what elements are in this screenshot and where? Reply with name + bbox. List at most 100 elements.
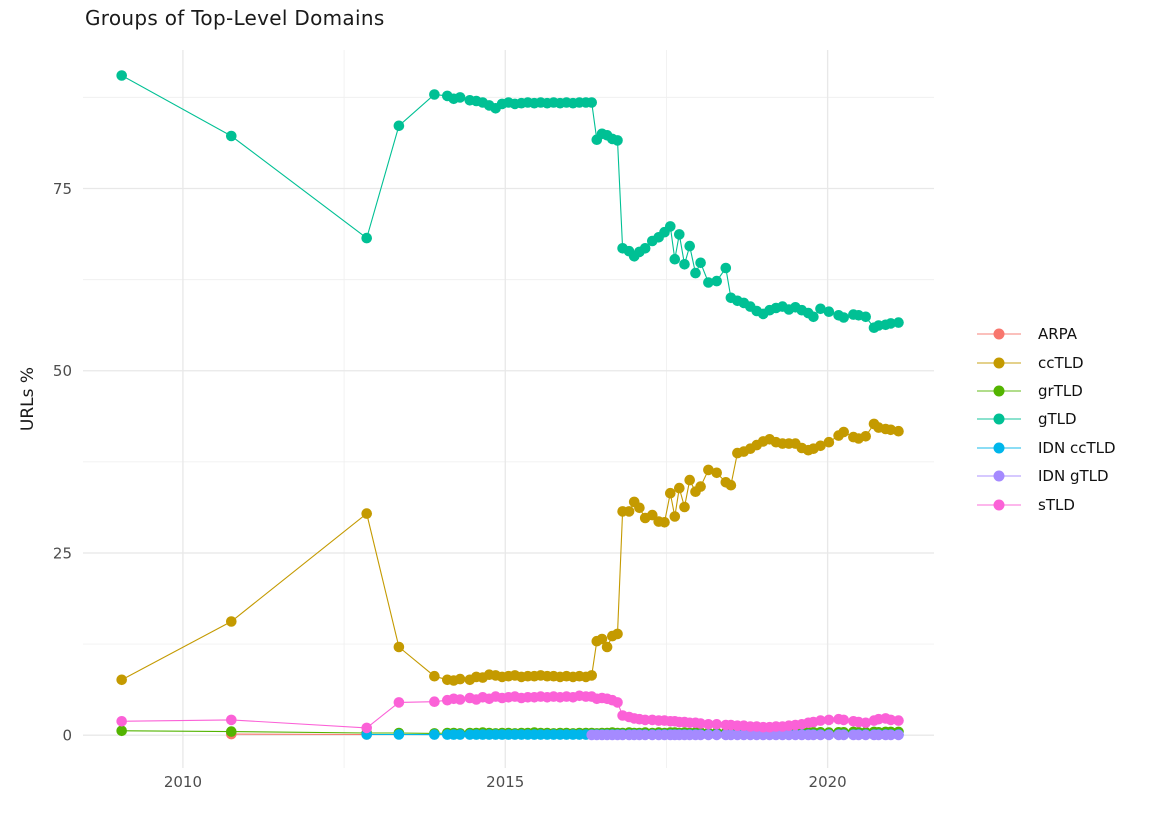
data-point-idn-cctld [429, 729, 440, 740]
legend-key-icon [977, 413, 1021, 425]
data-point-gtld [674, 229, 685, 240]
data-point-cctld [893, 425, 904, 437]
y-axis-tick-label: 75 [53, 180, 72, 198]
data-point-gtld [893, 317, 904, 328]
chart-title: Groups of Top-Level Domains [85, 6, 385, 30]
series-line-cctld [121, 423, 899, 682]
data-point-gtld [885, 318, 897, 329]
data-point-cctld [659, 517, 670, 528]
data-point-cctld [669, 511, 681, 522]
data-point-idn-gtld [823, 729, 835, 741]
legend-key-icon [977, 470, 1021, 482]
legend-item-gtld: gTLD [976, 405, 1116, 433]
legend-item-arpa: ARPA [976, 320, 1116, 348]
legend-item-label: sTLD [1038, 495, 1075, 514]
data-point-idn-gtld [893, 729, 904, 741]
data-point-stld [711, 719, 722, 730]
data-point-cctld [429, 670, 440, 682]
data-point-cctld [454, 673, 466, 685]
data-point-cctld [725, 479, 737, 491]
data-point-cctld [711, 467, 722, 479]
legend-item-stld: sTLD [976, 490, 1116, 518]
data-point-cctld [601, 641, 613, 653]
data-point-stld [893, 715, 904, 726]
legend-item-idn-gtld: IDN gTLD [976, 462, 1116, 490]
data-point-cctld [361, 508, 373, 519]
legend-item-label: ccTLD [1038, 353, 1084, 372]
data-point-gtld [393, 120, 405, 132]
data-point-gtld [823, 306, 835, 318]
data-point-cctld [684, 474, 695, 486]
data-point-cctld [596, 633, 608, 645]
data-point-cctld [860, 431, 871, 442]
data-point-cctld [674, 482, 685, 494]
legend-item-grtld: grTLD [976, 377, 1116, 405]
legend-item-label: ARPA [1038, 325, 1078, 344]
legend-item-label: gTLD [1038, 410, 1077, 429]
data-point-idn-gtld [815, 729, 826, 741]
data-point-cctld [612, 628, 623, 640]
data-point-cctld [647, 509, 658, 521]
data-point-cctld [703, 464, 714, 476]
legend-item-label: IDN gTLD [1038, 467, 1109, 486]
legend-item-label: grTLD [1038, 381, 1083, 400]
data-point-cctld [665, 487, 676, 499]
data-point-gtld [586, 97, 597, 108]
data-point-cctld [623, 506, 635, 517]
x-axis-tick-label: 2015 [486, 773, 524, 791]
data-point-gtld [720, 262, 732, 274]
data-point-gtld [690, 267, 701, 279]
data-point-cctld [823, 436, 835, 448]
data-point-stld [838, 714, 849, 726]
data-point-gtld [226, 130, 237, 142]
data-point-gtld [639, 243, 651, 254]
legend-key-icon [977, 328, 1021, 340]
data-point-gtld [612, 135, 623, 146]
data-point-gtld [711, 275, 722, 287]
data-point-stld [226, 714, 237, 726]
data-point-stld [695, 718, 706, 729]
data-point-gtld [815, 303, 826, 315]
data-point-gtld [679, 259, 690, 270]
x-axis-tick-label: 2020 [809, 773, 847, 791]
legend-key-icon [977, 442, 1021, 454]
legend-key-icon [977, 499, 1021, 511]
data-point-stld [815, 715, 826, 726]
data-point-stld [823, 714, 835, 726]
data-point-cctld [695, 481, 706, 492]
data-point-stld [393, 697, 405, 708]
data-point-idn-gtld [885, 729, 897, 741]
data-point-gtld [665, 221, 676, 232]
data-point-idn-cctld [393, 729, 405, 740]
data-point-stld [885, 714, 897, 726]
data-point-stld [429, 696, 440, 707]
data-point-gtld [684, 240, 695, 252]
data-point-gtld [860, 311, 871, 323]
data-point-gtld [669, 253, 681, 265]
data-point-idn-gtld [695, 729, 706, 741]
data-point-gtld [695, 257, 706, 269]
legend-key-icon [977, 357, 1021, 369]
data-point-stld [703, 719, 714, 730]
y-axis-tick-label: 0 [62, 727, 72, 745]
data-point-stld [116, 716, 127, 727]
data-point-cctld [226, 616, 237, 627]
data-point-idn-cctld [454, 729, 466, 740]
data-point-gtld [808, 311, 819, 323]
data-point-cctld [838, 426, 849, 438]
legend-item-idn-cctld: IDN ccTLD [976, 434, 1116, 462]
data-point-gtld [838, 312, 849, 323]
data-point-idn-gtld [838, 729, 849, 741]
data-point-gtld [361, 232, 373, 244]
data-point-cctld [393, 641, 405, 653]
data-point-idn-gtld [860, 729, 871, 741]
data-point-grtld [116, 725, 127, 737]
legend-key-icon [977, 385, 1021, 397]
data-point-gtld [429, 89, 440, 100]
data-point-stld [454, 694, 466, 705]
y-axis-tick-label: 50 [53, 362, 72, 380]
data-point-cctld [815, 440, 826, 452]
data-point-gtld [703, 277, 714, 288]
